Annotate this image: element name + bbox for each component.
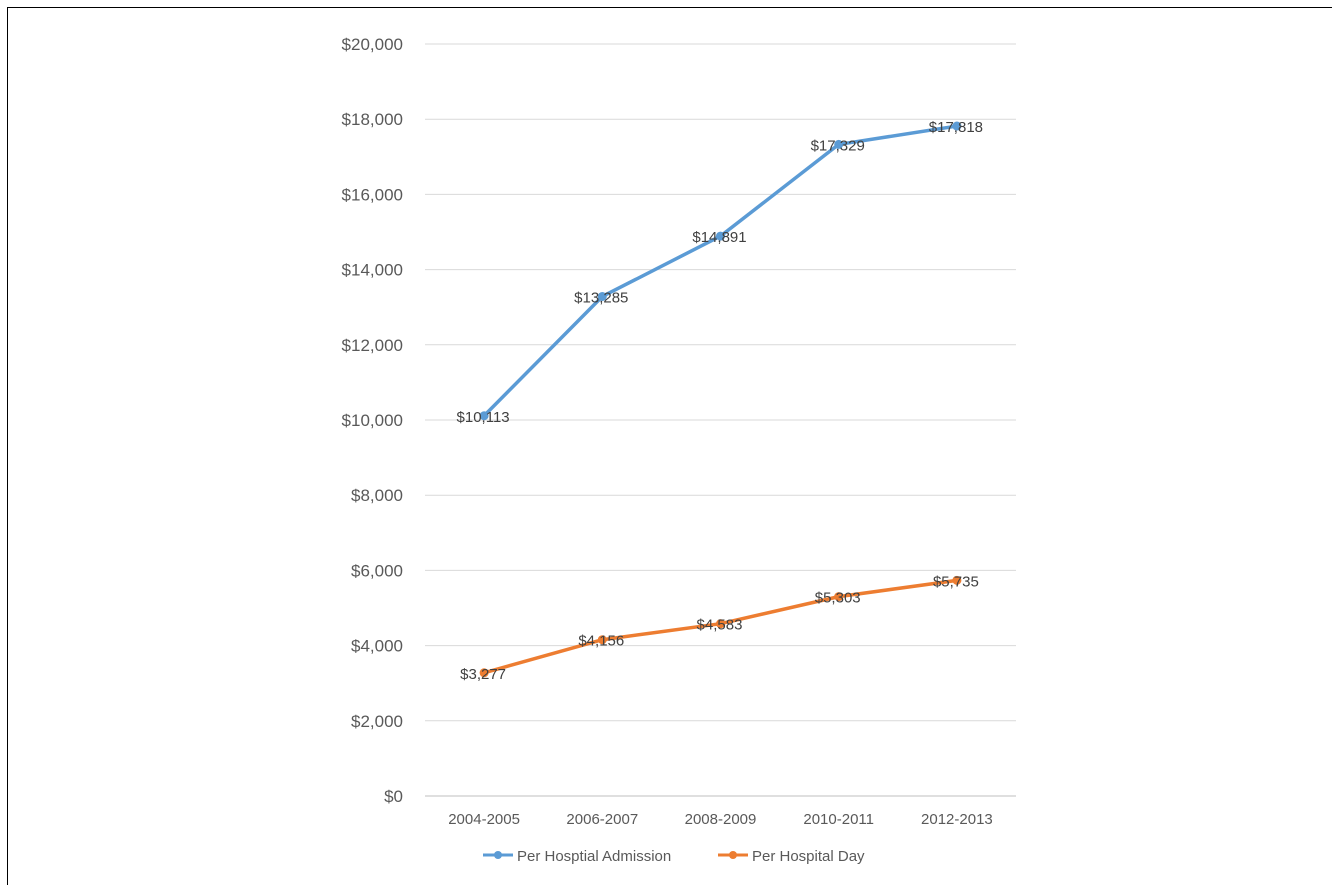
data-point	[479, 411, 489, 421]
y-tick-label: $18,000	[342, 110, 403, 129]
data-label: $5,735	[933, 573, 979, 590]
data-point	[597, 635, 607, 645]
y-tick-label: $14,000	[342, 261, 403, 280]
x-tick-label: 2006-2007	[566, 811, 638, 828]
gridlines	[425, 43, 1016, 722]
y-tick-label: $6,000	[351, 561, 403, 580]
data-label: $10,113	[457, 409, 510, 426]
data-label: $17,329	[811, 137, 865, 154]
series-line-0	[482, 124, 959, 418]
x-tick-label: 2012-2013	[921, 811, 993, 828]
data-point	[952, 575, 962, 585]
legend: Per Hosptial Admission Per Hospital Day	[483, 848, 865, 865]
legend-marker-1	[729, 851, 737, 859]
data-point	[597, 291, 607, 301]
y-tick-label: $10,000	[342, 411, 403, 430]
data-label: $13,285	[574, 289, 628, 306]
data-label: $3,277	[460, 666, 506, 683]
data-labels: $10,113 $13,285 $14,891 $17,329 $17,818 $3,27…	[457, 119, 983, 683]
data-label: $4,156	[578, 633, 624, 650]
y-tick-label: $8,000	[351, 486, 403, 505]
y-axis: $0 $2,000 $4,000 $6,000 $8,000 $10,000 $12,000…	[342, 35, 403, 806]
data-point	[716, 231, 725, 241]
x-tick-label: 2008-2009	[685, 811, 757, 828]
x-tick-label: 2004-2005	[448, 811, 520, 828]
y-tick-label: $20,000	[342, 35, 403, 54]
legend-label-0: Per Hosptial Admission	[517, 848, 671, 865]
series-group	[479, 121, 962, 678]
chart-frame	[7, 7, 1332, 885]
data-label: $4,583	[697, 617, 743, 634]
y-tick-label: $16,000	[342, 185, 403, 204]
data-label: $17,818	[929, 119, 983, 136]
legend-label-1: Per Hospital Day	[752, 848, 865, 865]
data-point	[716, 619, 725, 629]
x-axis: 2004-2005 2006-2007 2008-2009 2010-2011 2012…	[425, 795, 1016, 828]
legend-marker-0	[494, 851, 502, 859]
data-label: $5,303	[815, 590, 861, 607]
y-tick-label: $4,000	[351, 637, 403, 656]
y-tick-label: $2,000	[351, 712, 403, 731]
data-point	[952, 121, 962, 131]
data-point	[834, 139, 844, 149]
x-tick-label: 2010-2011	[803, 811, 874, 828]
data-point	[834, 592, 844, 602]
data-label: $14,891	[692, 229, 746, 246]
y-tick-label: $12,000	[342, 336, 403, 355]
data-point	[479, 668, 489, 678]
y-tick-label: $0	[384, 787, 403, 806]
